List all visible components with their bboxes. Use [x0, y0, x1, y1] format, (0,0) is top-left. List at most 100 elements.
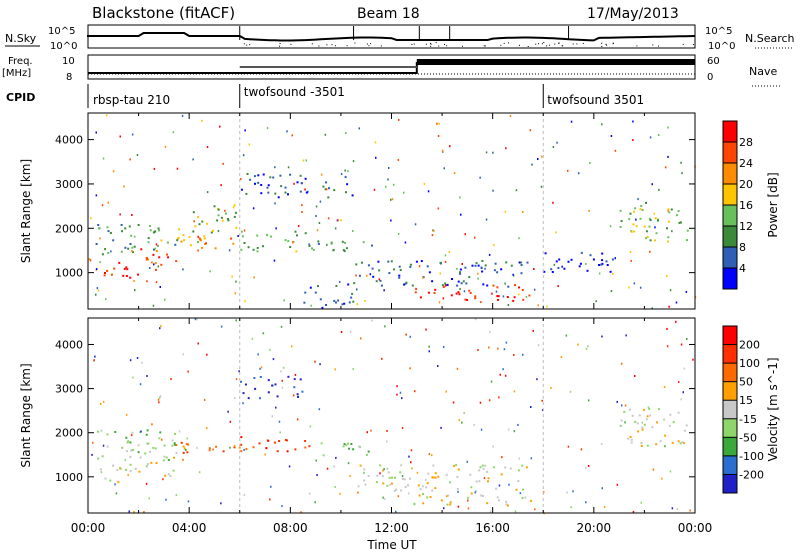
- echo-cell: [492, 466, 495, 469]
- echo-cell: [232, 206, 235, 209]
- echo-cell: [520, 261, 522, 264]
- echo-cell: [114, 483, 116, 486]
- echo-cell: [129, 276, 132, 279]
- echo-cell: [367, 264, 370, 267]
- echo-cell: [494, 262, 497, 265]
- echo-cell: [155, 250, 158, 252]
- nsearch-dot: [582, 42, 584, 44]
- echo-cell: [639, 286, 642, 289]
- echo-cell: [167, 459, 170, 461]
- echo-cell: [496, 295, 499, 298]
- echo-cell: [304, 291, 307, 294]
- echo-cell: [315, 215, 317, 217]
- echo-cell: [679, 221, 682, 224]
- nsearch-dot: [543, 42, 545, 43]
- echo-cell: [641, 421, 644, 424]
- nsearch-dot: [326, 44, 328, 46]
- echo-cell: [671, 507, 674, 510]
- noise-tick-top-right: 10^5: [705, 26, 732, 37]
- echo-cell: [388, 167, 390, 169]
- echo-cell: [386, 484, 389, 487]
- echo-cell: [328, 187, 330, 190]
- echo-cell: [474, 297, 477, 300]
- echo-cell: [92, 441, 94, 444]
- echo-cell: [664, 445, 666, 448]
- colorbar-swatch: [723, 326, 737, 345]
- echo-cell: [490, 380, 493, 383]
- echo-cell: [357, 491, 359, 494]
- echo-cell: [110, 273, 113, 276]
- echo-cell: [444, 282, 447, 285]
- echo-cell: [686, 239, 688, 242]
- echo-cell: [340, 173, 343, 176]
- echo-cell: [318, 408, 321, 411]
- echo-cell: [269, 498, 271, 501]
- echo-cell: [296, 418, 299, 421]
- echo-cell: [443, 167, 445, 170]
- echo-cell: [88, 258, 91, 261]
- echo-cell: [198, 471, 201, 474]
- echo-cell: [496, 286, 499, 289]
- echo-cell: [182, 234, 185, 237]
- echo-cell: [256, 234, 259, 237]
- echo-cell: [260, 192, 263, 195]
- echo-cell: [282, 366, 285, 369]
- echo-cell: [434, 476, 437, 479]
- echo-cell: [140, 430, 142, 433]
- echo-cell: [457, 505, 460, 508]
- echo-cell: [242, 235, 244, 238]
- echo-cell: [220, 502, 222, 505]
- echo-cell: [601, 262, 604, 265]
- cpid-row: rbsp-tau 210 twofsound -3501 twofsound 350…: [87, 84, 644, 108]
- echo-cell: [531, 163, 533, 166]
- echo-cell: [561, 265, 563, 268]
- echo-cell: [187, 443, 190, 446]
- echo-cell: [104, 272, 106, 274]
- echo-cell: [480, 301, 482, 304]
- echo-cell: [133, 510, 135, 513]
- echo-cell: [320, 442, 323, 445]
- echo-cell: [438, 301, 441, 304]
- echo-cell: [487, 477, 490, 480]
- echo-cell: [120, 250, 123, 253]
- echo-cell: [97, 457, 100, 460]
- echo-cell: [155, 243, 158, 246]
- echo-cell: [185, 442, 188, 445]
- nsearch-dot: [535, 43, 537, 45]
- echo-cell: [286, 450, 289, 453]
- echo-cell: [364, 299, 366, 302]
- nsky-label: N.Sky: [5, 32, 37, 45]
- colorbar-tick-label: 8: [739, 241, 746, 254]
- echo-cell: [217, 208, 220, 211]
- echo-cell: [133, 279, 135, 282]
- echo-cell: [649, 136, 652, 139]
- echo-cell: [526, 261, 529, 264]
- echo-cell: [440, 426, 442, 429]
- echo-cell: [98, 227, 101, 230]
- nave-label: Nave: [749, 65, 777, 78]
- echo-cell: [629, 251, 632, 253]
- echo-cell: [293, 378, 296, 381]
- echo-cell: [587, 399, 590, 402]
- nave-tick-bottom: 0: [707, 72, 713, 83]
- echo-cell: [149, 450, 151, 453]
- echo-cell: [692, 358, 694, 361]
- echo-cell: [147, 237, 150, 240]
- echo-cell: [651, 307, 653, 310]
- echo-cell: [507, 285, 510, 288]
- echo-cell: [648, 217, 651, 220]
- echo-cell: [502, 368, 504, 371]
- echo-cell: [309, 492, 311, 495]
- echo-cell: [379, 472, 381, 475]
- echo-cell: [404, 241, 407, 244]
- echo-cell: [537, 158, 539, 160]
- nsearch-dot: [435, 42, 437, 44]
- echo-cell: [519, 492, 522, 495]
- echo-cell: [620, 419, 623, 422]
- echo-cell: [376, 474, 379, 477]
- echo-cell: [486, 502, 489, 505]
- echo-cell: [340, 331, 343, 333]
- echo-cell: [560, 356, 563, 358]
- echo-cell: [371, 267, 374, 270]
- echo-cell: [667, 236, 670, 239]
